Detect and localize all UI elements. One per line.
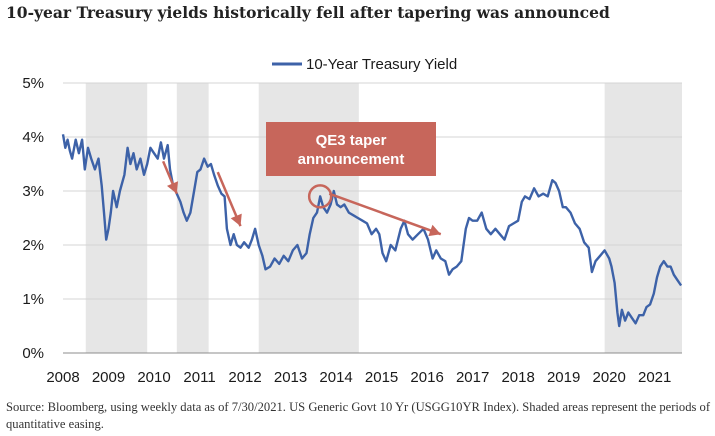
legend: 10-Year Treasury Yield — [272, 56, 457, 73]
x-tick-label: 2009 — [92, 369, 125, 386]
y-tick-label: 0% — [22, 345, 44, 362]
x-tick-label: 2020 — [592, 369, 625, 386]
series-line-0 — [61, 134, 683, 328]
arrow-head-0 — [166, 181, 179, 194]
x-tick-label: 2011 — [183, 369, 215, 386]
arrow-head-1 — [230, 213, 242, 227]
x-tick-label: 2013 — [274, 369, 307, 386]
x-tick-label: 2014 — [319, 369, 352, 386]
shaded-period-0 — [85, 83, 148, 353]
callout-text-line2: announcement — [298, 151, 405, 168]
qe3-taper-callout: QE3 taper announcement — [266, 122, 436, 176]
x-tick-label: 2015 — [365, 369, 398, 386]
series-layer — [61, 134, 683, 328]
x-tick-label: 2021 — [638, 369, 671, 386]
x-tick-label: 2008 — [46, 369, 79, 386]
x-tick-label: 2017 — [456, 369, 489, 386]
x-axis-ticks: 2008 2009 2010 2011 2012 2013 2014 2015 2016 2017… — [46, 369, 671, 386]
y-tick-label: 5% — [22, 75, 44, 92]
y-axis-ticks: 0% 1% 2% 3% 4% 5% — [22, 75, 44, 362]
callout-box — [266, 122, 436, 176]
arrow-shaft-2 — [328, 192, 442, 236]
x-tick-label: 2016 — [410, 369, 443, 386]
y-tick-label: 2% — [22, 237, 44, 254]
x-tick-label: 2018 — [501, 369, 534, 386]
callout-text-line1: QE3 taper — [316, 132, 387, 149]
legend-label: 10-Year Treasury Yield — [306, 56, 457, 73]
shaded-period-1 — [176, 83, 209, 353]
taper-circle-marker — [307, 184, 333, 209]
chart-title: 10-year Treasury yields historically fel… — [6, 3, 610, 22]
source-note: Source: Bloomberg, using weekly data as … — [6, 400, 711, 431]
y-tick-label: 4% — [22, 129, 44, 146]
y-tick-label: 1% — [22, 291, 44, 308]
x-tick-label: 2019 — [547, 369, 580, 386]
x-tick-label: 2010 — [137, 369, 170, 386]
x-tick-label: 2012 — [228, 369, 261, 386]
y-tick-label: 3% — [22, 183, 44, 200]
annotation-arrows — [161, 160, 442, 237]
arrow-head-2 — [428, 224, 441, 237]
